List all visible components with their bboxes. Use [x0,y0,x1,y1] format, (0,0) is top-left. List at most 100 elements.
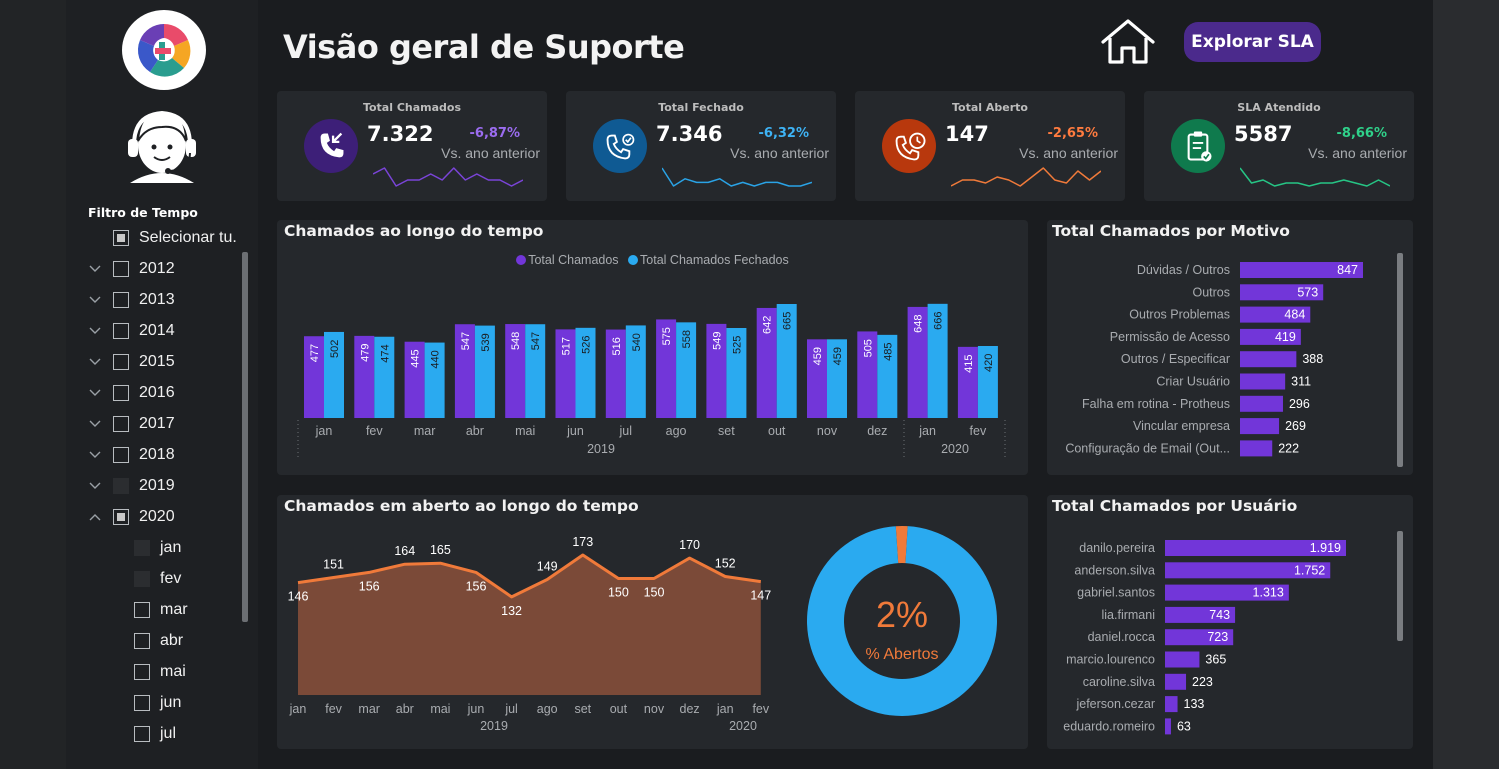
filter-item-2019[interactable]: 2019 [89,472,175,500]
hbar[interactable] [1240,306,1311,323]
bar-closed[interactable] [424,342,445,418]
filter-checkbox[interactable] [113,323,129,339]
bar-closed[interactable] [575,327,596,418]
bar-total[interactable] [907,306,928,418]
home-icon[interactable] [1100,18,1156,66]
bar-data-label: 474 [379,344,391,362]
hbar[interactable] [1240,328,1301,345]
bar-total[interactable] [756,307,777,418]
hbar[interactable] [1165,718,1171,735]
filter-item-2016[interactable]: 2016 [89,379,175,407]
filter-item-jun[interactable]: jun [134,689,181,717]
hbar[interactable] [1165,651,1200,668]
hbar-value-label: 223 [1192,675,1213,689]
chevron-down-icon[interactable] [88,417,102,431]
bar-total[interactable] [555,329,576,418]
filter-checkbox[interactable] [113,292,129,308]
hbar[interactable] [1165,584,1289,601]
filter-checkbox[interactable] [134,695,150,711]
chevron-up-icon[interactable] [88,510,102,524]
bar-closed[interactable] [324,331,344,418]
filter-item-jan[interactable]: jan [134,534,181,562]
filter-item-abr[interactable]: abr [134,627,183,655]
chevron-down-icon[interactable] [88,293,102,307]
chevron-down-icon[interactable] [88,448,102,462]
bar-total[interactable] [857,331,878,418]
chevron-down-icon[interactable] [88,262,102,276]
chevron-down-icon[interactable] [88,479,102,493]
filter-checkbox[interactable] [113,230,129,246]
hbar[interactable] [1240,262,1363,278]
bar-closed[interactable] [474,325,495,418]
bar-total[interactable] [304,336,324,418]
user-scrollbar[interactable] [1397,531,1403,641]
donut-slice-other[interactable] [807,526,997,716]
bar-total[interactable] [505,324,526,418]
filter-checkbox[interactable] [113,478,129,494]
filter-checkbox[interactable] [113,509,129,525]
bar-closed[interactable] [625,325,646,418]
filter-item-jul[interactable]: jul [134,720,176,748]
filter-checkbox[interactable] [134,664,150,680]
filter-item-2020[interactable]: 2020 [89,503,175,531]
filter-checkbox[interactable] [113,385,129,401]
bar-closed[interactable] [374,336,395,418]
filter-checkbox[interactable] [113,447,129,463]
hbar[interactable] [1165,606,1236,623]
explore-sla-button[interactable]: Explorar SLA [1184,22,1321,62]
open-calls-line[interactable] [297,553,762,599]
bar-closed[interactable] [977,346,998,418]
filter-checkbox[interactable] [134,726,150,742]
filter-checkbox[interactable] [113,354,129,370]
filter-item-2013[interactable]: 2013 [89,286,175,314]
hbar[interactable] [1240,284,1324,301]
filter-checkbox[interactable] [113,261,129,277]
filter-item-mar[interactable]: mar [134,596,188,624]
filter-scrollbar[interactable] [242,252,248,622]
chevron-down-icon[interactable] [88,355,102,369]
hbar[interactable] [1165,673,1187,690]
filter-checkbox[interactable] [134,571,150,587]
hbar-value-label: 743 [1209,608,1230,622]
bar-closed[interactable] [877,334,898,418]
hbar[interactable] [1165,540,1346,556]
hbar[interactable] [1165,696,1178,713]
filter-item-fev[interactable]: fev [134,565,181,593]
bar-total[interactable] [404,341,425,418]
filter-item-2015[interactable]: 2015 [89,348,175,376]
bar-closed[interactable] [726,328,747,418]
filter-item-mai[interactable]: mai [134,658,186,686]
bar-total[interactable] [807,339,827,418]
bar-total[interactable] [605,329,626,418]
chevron-down-icon[interactable] [88,386,102,400]
bar-total[interactable] [354,335,375,418]
hbar[interactable] [1240,395,1283,412]
filter-checkbox[interactable] [134,602,150,618]
reason-scrollbar[interactable] [1397,253,1403,467]
bar-total[interactable] [706,323,727,418]
bar-closed[interactable] [776,304,797,418]
filter-item-2014[interactable]: 2014 [89,317,175,345]
filter-item-2018[interactable]: 2018 [89,441,175,469]
hbar[interactable] [1240,373,1286,390]
bar-total[interactable] [957,346,978,418]
chevron-down-icon[interactable] [88,324,102,338]
hbar[interactable] [1165,562,1331,579]
bar-total[interactable] [454,324,475,418]
hbar[interactable] [1240,440,1273,457]
bar-closed[interactable] [927,303,948,418]
bar-closed[interactable] [525,324,546,418]
filter-item-selecionar-tu-[interactable]: Selecionar tu. [113,224,237,252]
bar-total[interactable] [656,319,677,418]
filter-checkbox[interactable] [134,540,150,556]
hbar[interactable] [1165,629,1234,646]
donut-slice-open[interactable] [895,526,908,564]
hbar[interactable] [1240,351,1297,368]
filter-item-2012[interactable]: 2012 [89,255,175,283]
filter-checkbox[interactable] [113,416,129,432]
bar-closed[interactable] [827,339,847,418]
hbar[interactable] [1240,418,1280,435]
filter-checkbox[interactable] [134,633,150,649]
filter-item-2017[interactable]: 2017 [89,410,175,438]
bar-closed[interactable] [676,322,697,418]
